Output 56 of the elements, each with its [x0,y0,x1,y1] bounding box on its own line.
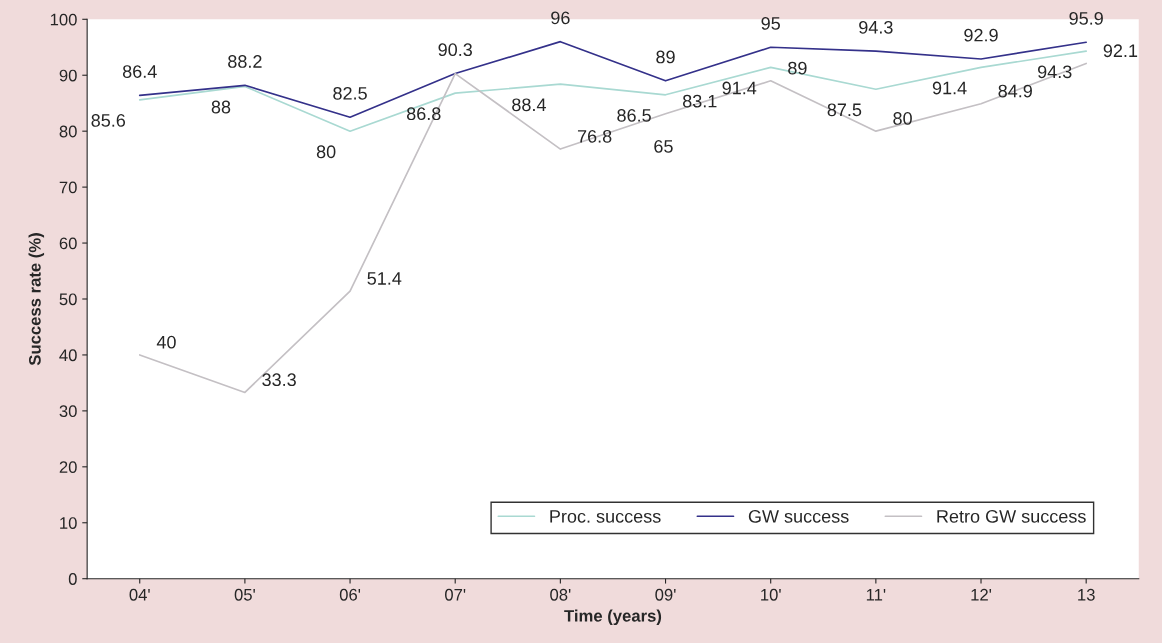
data-label: 82.5 [333,86,367,100]
data-label: 86.5 [617,109,651,122]
data-label: 88.4 [512,98,546,112]
legend-label: Retro GW success [937,509,1086,523]
data-label: 88.2 [228,55,262,68]
y-tick-label: 20 [59,461,77,474]
data-label: 96 [551,11,570,25]
data-label: 89 [656,50,675,64]
x-tick-label: 09' [655,588,676,601]
y-tick-label: 40 [59,349,77,362]
y-tick-label: 30 [59,405,77,418]
data-label: 40 [156,335,176,349]
x-tick-label: 08' [550,588,571,601]
y-tick-label: 70 [59,181,77,194]
data-label: 80 [893,112,912,125]
x-tick-label: 12' [971,588,992,601]
x-tick-label: 10' [761,588,781,601]
data-label: 90.3 [438,43,472,57]
x-tick-label: 05' [234,588,255,601]
data-label: 95 [761,17,780,30]
data-label: 94.3 [859,20,893,34]
data-label: 83.1 [682,94,717,108]
x-tick-label: 07' [445,588,466,601]
y-tick-label: 50 [59,293,77,306]
y-tick-label: 0 [68,573,77,585]
data-label: 33.3 [262,373,296,387]
data-label: 92.9 [964,28,998,42]
y-tick-label: 10 [60,517,77,529]
data-label: 95.9 [1069,11,1103,25]
data-label: 85.6 [91,114,126,127]
data-label: 86.8 [406,107,441,121]
legend-label: GW success [748,509,849,523]
data-label: 91.4 [932,81,967,95]
data-label: 94.3 [1038,65,1072,79]
y-axis-title: Success rate (%) [28,233,45,366]
data-label: 51.4 [367,272,402,285]
data-label: 89 [788,61,807,75]
data-label: 91.4 [722,81,757,95]
annotation: 65 [654,139,673,153]
x-tick-label: 11' [866,589,886,601]
y-tick-label: 100 [50,13,77,26]
data-label: 76.8 [577,129,612,143]
legend-label: Proc. success [550,510,661,523]
x-axis-title: Time (years) [564,609,662,626]
x-tick-label: 13 [1078,588,1095,601]
data-label: 92.1 [1103,44,1138,58]
data-label: 80 [316,145,336,159]
data-label: 86.4 [122,65,157,78]
data-label: 88 [211,100,231,114]
x-tick-label: 04' [129,588,150,601]
y-tick-label: 90 [59,69,77,82]
y-tick-label: 80 [59,125,77,138]
data-label: 84.9 [998,84,1032,98]
x-tick-label: 06' [339,588,361,601]
y-tick-label: 60 [59,237,77,250]
data-label: 87.5 [827,103,862,117]
